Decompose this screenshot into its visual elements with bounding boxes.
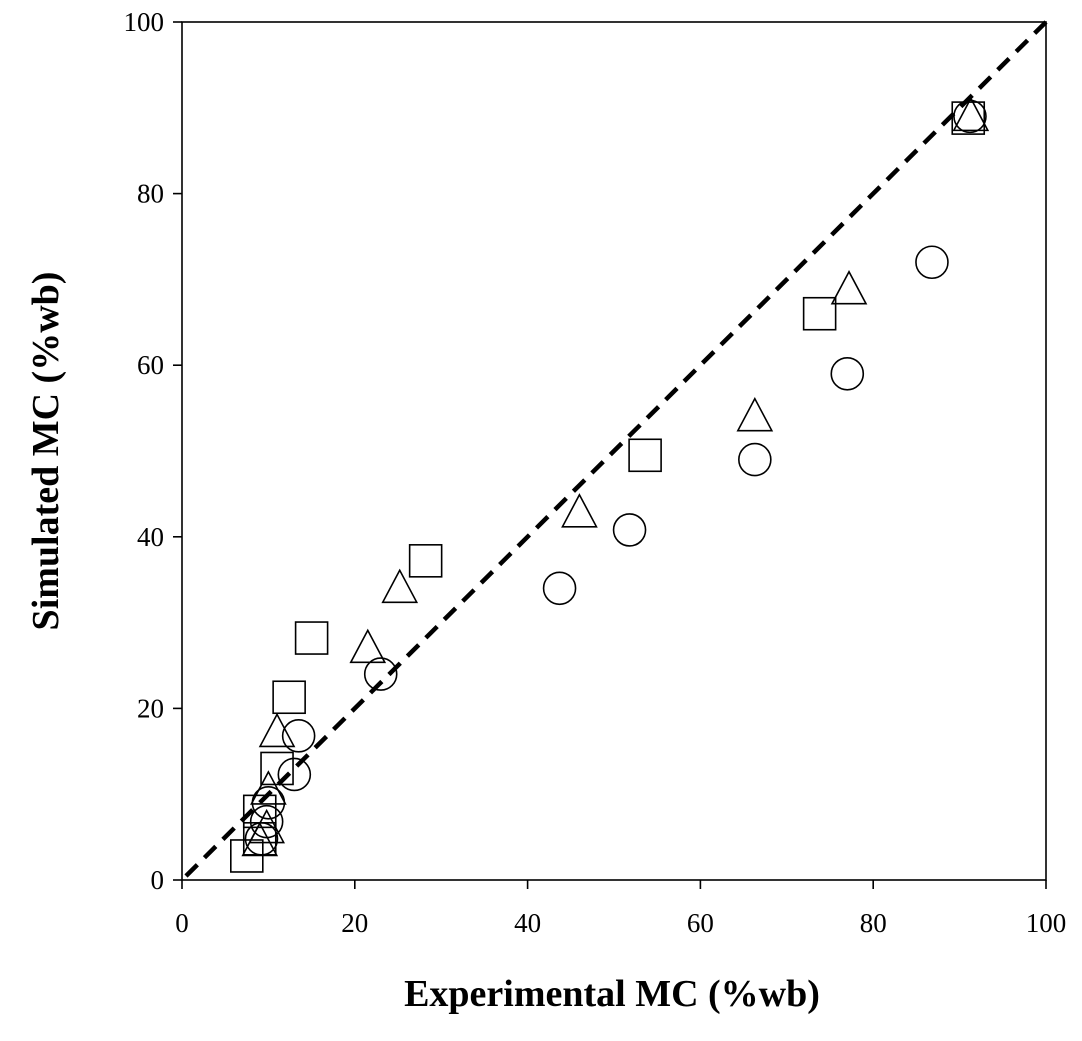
square-point [628, 438, 662, 473]
x-tick-label: 100 [1026, 908, 1067, 938]
square-point [242, 794, 277, 829]
x-tick-label: 80 [860, 908, 887, 938]
tick-labels: 0 20 40 60 80 100 0 20 40 60 80 100 [124, 7, 1067, 938]
circle-point [277, 757, 312, 792]
triangle-point [952, 96, 990, 132]
axis-ticks [173, 21, 1047, 889]
square-point [951, 101, 986, 135]
x-tick-label: 40 [514, 908, 541, 938]
y-tick-label: 20 [137, 693, 164, 723]
circle-point [281, 719, 316, 753]
y-axis-title: Simulated MC (%wb) [25, 272, 67, 631]
circle-point [363, 657, 398, 691]
square-point [230, 839, 264, 873]
triangle-point [736, 396, 774, 432]
square-point [260, 751, 294, 786]
square-point [272, 680, 306, 715]
circle-point [738, 442, 772, 477]
circle-point [542, 571, 577, 606]
data-markers [230, 96, 990, 873]
triangle-point [381, 568, 419, 604]
triangle-point [561, 493, 598, 528]
y-tick-label: 40 [137, 522, 164, 552]
triangle-point [250, 770, 287, 805]
one-to-one-reference-line [184, 20, 1048, 878]
y-tick-label: 0 [151, 865, 165, 895]
plot-area [181, 21, 1047, 881]
x-tick-label: 0 [175, 908, 189, 938]
square-point [294, 621, 329, 655]
y-tick-label: 60 [137, 350, 164, 380]
triangle-point [349, 628, 387, 664]
triangle-point [258, 712, 296, 748]
circle-point [915, 245, 949, 280]
square-point [802, 296, 837, 331]
x-tick-label: 60 [687, 908, 714, 938]
triangle-point [830, 269, 868, 305]
circle-point [612, 513, 647, 547]
x-axis-title: Experimental MC (%wb) [404, 973, 820, 1015]
circle-point [830, 356, 865, 391]
square-point [242, 822, 277, 856]
y-tick-label: 80 [137, 179, 164, 209]
x-tick-label: 20 [341, 908, 368, 938]
y-tick-label: 100 [124, 7, 165, 37]
square-point [408, 544, 443, 578]
